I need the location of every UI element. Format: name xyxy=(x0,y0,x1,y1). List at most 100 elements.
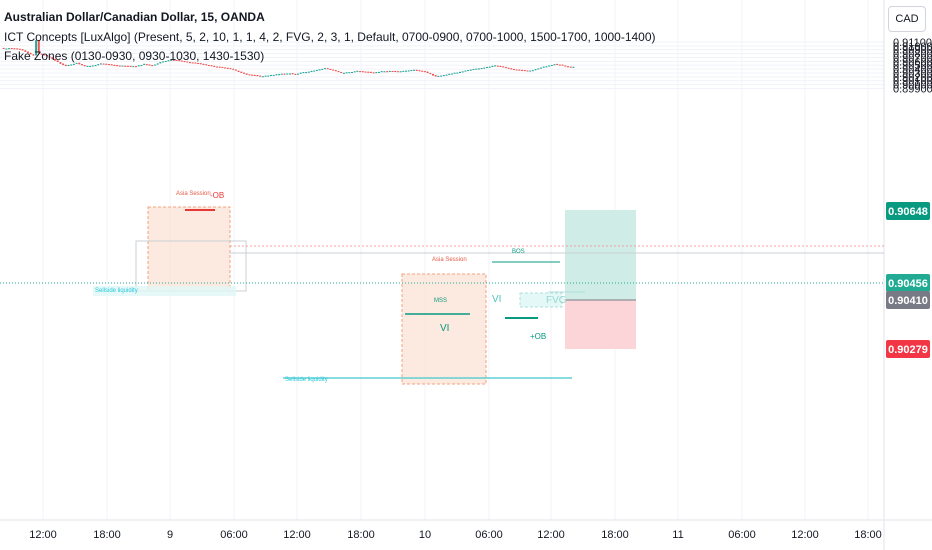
candle-body xyxy=(248,74,251,76)
candle-body xyxy=(59,62,62,64)
candle-body xyxy=(259,75,262,77)
drawings-layer xyxy=(0,206,884,385)
candle-body xyxy=(91,65,94,67)
candle-body xyxy=(499,65,502,67)
candle-body xyxy=(345,72,348,74)
candle-body xyxy=(572,66,575,68)
candle-body xyxy=(364,71,367,73)
candle-body xyxy=(486,66,488,68)
candle-body xyxy=(459,72,461,74)
stop-price-label: 0.90279 xyxy=(888,344,928,356)
candle-body xyxy=(89,65,92,67)
candle-body xyxy=(175,59,178,61)
candle-body xyxy=(213,65,216,67)
candle-body xyxy=(326,68,329,70)
x-tick-label: 9 xyxy=(167,529,173,541)
candle-body xyxy=(556,63,559,65)
candle-body xyxy=(542,66,545,68)
candle-body xyxy=(216,66,218,68)
bos-label: BOS xyxy=(512,249,525,255)
y-tick-label: 0.90100 xyxy=(893,76,932,88)
indicator-ict-concepts[interactable]: ICT Concepts [LuxAlgo] (Present, 5, 2, 1… xyxy=(4,30,656,44)
candle-body xyxy=(413,69,416,71)
candle-body xyxy=(475,68,478,70)
candle-body xyxy=(162,61,164,63)
candle-body xyxy=(396,71,399,73)
candle-body xyxy=(232,68,235,70)
x-tick-label: 12:00 xyxy=(29,529,57,541)
candle-body xyxy=(210,65,213,67)
y-tick-label: 0.90800 xyxy=(893,49,932,61)
candle-body xyxy=(86,65,89,67)
candle-body xyxy=(488,66,491,68)
candle-body xyxy=(99,63,102,65)
y-tick-label: 0.90900 xyxy=(893,45,932,57)
mss-label: MSS xyxy=(434,298,447,304)
currency-button[interactable]: CAD xyxy=(888,6,926,32)
bull-ob-label: +OB xyxy=(530,332,546,341)
candle-body xyxy=(170,59,173,61)
candle-body xyxy=(353,71,356,73)
stop-zone xyxy=(565,300,636,349)
candle-body xyxy=(207,64,210,66)
candle-body xyxy=(2,47,5,49)
x-tick-label: 18:00 xyxy=(93,529,121,541)
candle-body xyxy=(477,68,480,70)
time-axis[interactable]: 12:00 18:00 9 06:00 12:00 18:00 10 06:00 12:00 18… xyxy=(29,529,882,541)
candle-body xyxy=(197,62,200,64)
current-price-label: 0.90456 xyxy=(888,278,928,290)
candle-body xyxy=(386,71,389,73)
x-tick-label: 10 xyxy=(419,529,431,541)
candle-body xyxy=(318,69,321,71)
candle-body xyxy=(29,52,32,55)
candle-body xyxy=(27,51,29,54)
candle-body xyxy=(429,73,432,75)
candle-body xyxy=(529,70,532,72)
candle-body xyxy=(453,72,456,74)
candle-body xyxy=(153,64,156,66)
candle-body xyxy=(432,73,434,76)
candle-body xyxy=(137,65,140,67)
candle-body xyxy=(567,66,569,68)
candle-body xyxy=(35,40,38,56)
y-tick-label: 0.90500 xyxy=(893,60,932,72)
candle-body xyxy=(159,62,162,64)
candle-body xyxy=(118,65,121,67)
current-price-label-bg xyxy=(886,274,930,292)
x-tick-label: 06:00 xyxy=(220,529,248,541)
candle-body xyxy=(383,71,386,73)
candle-body xyxy=(178,60,181,62)
candle-body xyxy=(394,71,397,73)
candle-body xyxy=(183,61,186,63)
candle-body xyxy=(218,66,221,68)
candle-body xyxy=(270,75,272,77)
candle-body xyxy=(288,73,291,75)
candle-body xyxy=(504,67,507,69)
candle-body xyxy=(502,66,505,68)
candle-body xyxy=(229,68,232,70)
x-tick-label: 12:00 xyxy=(791,529,819,541)
y-tick-label: 0.90000 xyxy=(893,80,932,92)
x-tick-label: 06:00 xyxy=(728,529,756,541)
candle-body xyxy=(329,68,332,70)
candle-body xyxy=(70,64,73,66)
candle-body xyxy=(496,65,499,67)
candle-body xyxy=(569,66,572,68)
candle-body xyxy=(437,75,440,77)
candle-body xyxy=(108,64,110,66)
candle-body xyxy=(72,63,75,65)
candle-body xyxy=(78,62,81,65)
target-zone xyxy=(565,210,636,300)
indicator-fake-zones[interactable]: Fake Zones (0130-0930, 0930-1030, 1430-1… xyxy=(4,49,265,63)
candle-body xyxy=(456,72,459,74)
candle-body xyxy=(510,68,513,70)
entry-price-label: 0.90410 xyxy=(888,295,928,307)
candle-body xyxy=(307,71,310,73)
price-axis[interactable]: 0.911000.910000.909000.908000.907000.906… xyxy=(893,37,932,95)
x-tick-label: 18:00 xyxy=(347,529,375,541)
candle-body xyxy=(129,65,132,67)
candle-body xyxy=(116,65,119,67)
candle-body xyxy=(388,70,391,72)
